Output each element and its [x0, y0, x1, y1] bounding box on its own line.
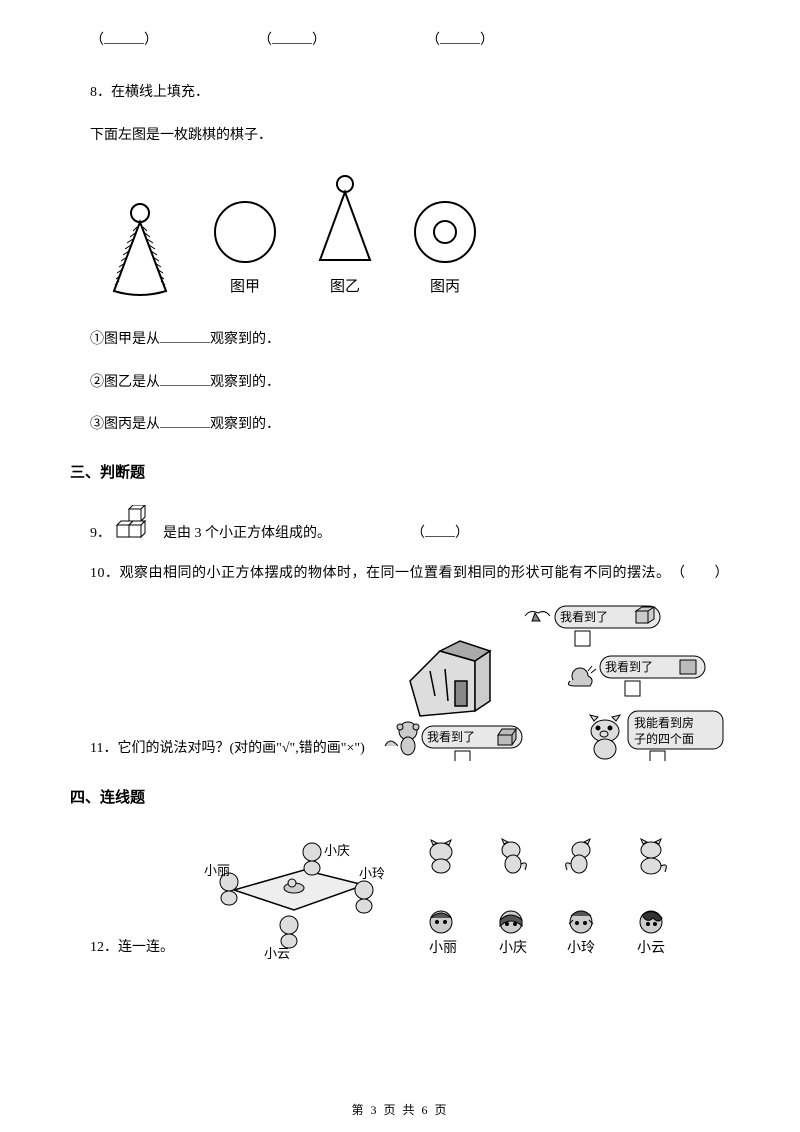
q8-line2-pre: ②图乙是从: [90, 375, 160, 390]
paren-blank-2: （）: [258, 30, 326, 52]
cubes-icon: [115, 505, 159, 549]
question-number: 8: [90, 85, 97, 100]
q8-figures: 图甲 图乙 图丙: [70, 172, 730, 299]
figure-yi: 图乙: [310, 172, 380, 299]
paren-blank-1: （）: [90, 30, 158, 52]
blank-underline: [272, 43, 312, 44]
bubble4a-text: 我能看到房: [634, 715, 694, 730]
question-8: 8．在横线上填充．: [70, 82, 730, 104]
q9-text: 是由 3 个小正方体组成的。: [163, 523, 331, 545]
option-yun-label: 小云: [637, 940, 665, 956]
q8-line2: ②图乙是从 观察到的．: [70, 372, 730, 394]
q12-text-wrap: 12．连一连。: [90, 937, 174, 959]
figure-chess-piece: [100, 199, 180, 299]
table-scene-icon: 小庆 小丽 小玲 小云: [204, 830, 384, 960]
option-qing-label: 小庆: [499, 940, 527, 956]
option-li-label: 小丽: [429, 940, 457, 956]
q11-text: 它们的说法对吗？(对的画"√",错的画"×"): [117, 741, 364, 756]
paren-close: ）: [312, 33, 326, 48]
bubble1-text: 我看到了: [560, 610, 608, 624]
figure-yi-label: 图乙: [330, 275, 360, 299]
section-4-title: 四、连线题: [70, 786, 730, 810]
name-yun: 小云: [264, 946, 290, 960]
question-10: 10．观察由相同的小正方体摆成的物体时，在同一位置看到相同的形状可能有不同的摆法…: [70, 563, 730, 585]
paren-open: （: [426, 33, 440, 48]
blank-underline: [160, 372, 210, 386]
figure-bing: 图丙: [410, 197, 480, 299]
q11-text-wrap: 11．它们的说法对吗？(对的画"√",错的画"×"): [90, 738, 365, 760]
question-number: 11: [90, 741, 103, 756]
q8-line1: ①图甲是从 观察到的．: [70, 329, 730, 351]
name-qing: 小庆: [324, 843, 350, 858]
paren-blank-row: （） （） （）: [70, 30, 730, 52]
paren-close: ）: [144, 33, 158, 48]
section-3-title: 三、判断题: [70, 461, 730, 485]
paren-close: ）: [480, 33, 494, 48]
question-dot: ．: [103, 741, 117, 756]
paren-blank-3: （）: [426, 30, 494, 52]
blank-underline: [160, 329, 210, 343]
name-li: 小丽: [204, 863, 230, 878]
question-number: 9: [90, 523, 97, 545]
q9-paren: （）: [411, 523, 469, 545]
circle-icon: [210, 197, 280, 267]
bubble3-text: 我看到了: [427, 730, 475, 744]
paren-open: （: [90, 33, 104, 48]
figure-jia: 图甲: [210, 197, 280, 299]
q12-text: 连一连。: [118, 940, 174, 955]
question-number: 10: [90, 566, 105, 581]
paren-close: ）: [455, 526, 469, 541]
question-dot: ．: [97, 523, 111, 545]
q10-text: 观察由相同的小正方体摆成的物体时，在同一位置看到相同的形状可能有不同的摆法。: [120, 566, 664, 581]
figure-jia-label: 图甲: [230, 275, 260, 299]
bubble4b-text: 子的四个面: [634, 731, 694, 746]
option-ling-label: 小玲: [567, 940, 595, 956]
question-number: 12: [90, 940, 104, 955]
q8-desc: 下面左图是一枚跳棋的棋子．: [70, 125, 730, 147]
checkbox: [455, 751, 470, 761]
q8-line3-post: 观察到的．: [210, 417, 280, 432]
q10-paren: （ ）: [678, 566, 729, 581]
blank-underline: [104, 43, 144, 44]
q8-line3-pre: ③图丙是从: [90, 417, 160, 432]
blank-underline: [425, 536, 455, 537]
q8-line2-post: 观察到的．: [210, 375, 280, 390]
page-footer: 第 3 页 共 6 页: [0, 1101, 800, 1120]
matching-options-icon: 小丽 小庆 小玲 小云: [414, 830, 694, 960]
question-12: 12．连一连。 小庆 小丽 小玲 小云: [70, 830, 730, 960]
q8-desc-text: 下面左图是一枚跳棋的棋子．: [90, 128, 272, 143]
question-dot: ．: [104, 940, 118, 955]
question-title: 在横线上填充．: [111, 85, 209, 100]
blank-underline: [160, 414, 210, 428]
q8-line1-post: 观察到的．: [210, 332, 280, 347]
concentric-circles-icon: [410, 197, 480, 267]
triangle-ball-icon: [310, 172, 380, 267]
figure-bing-label: 图丙: [430, 275, 460, 299]
question-9: 9． 是由 3 个小正方体组成的。 （）: [70, 505, 730, 545]
house-scene-icon: 我看到了 我看到了 我看到了: [380, 601, 730, 761]
paren-open: （: [258, 33, 272, 48]
paren-open: （: [411, 526, 425, 541]
q8-line3: ③图丙是从 观察到的．: [70, 414, 730, 436]
chess-piece-icon: [100, 199, 180, 299]
name-ling: 小玲: [359, 866, 384, 881]
bubble2-text: 我看到了: [605, 660, 653, 674]
question-dot: ．: [105, 566, 120, 581]
q8-line1-pre: ①图甲是从: [90, 332, 160, 347]
question-dot: ．: [97, 85, 111, 100]
checkbox: [650, 751, 665, 761]
question-11: 11．它们的说法对吗？(对的画"√",错的画"×") 我看到了: [70, 601, 730, 761]
blank-underline: [440, 43, 480, 44]
